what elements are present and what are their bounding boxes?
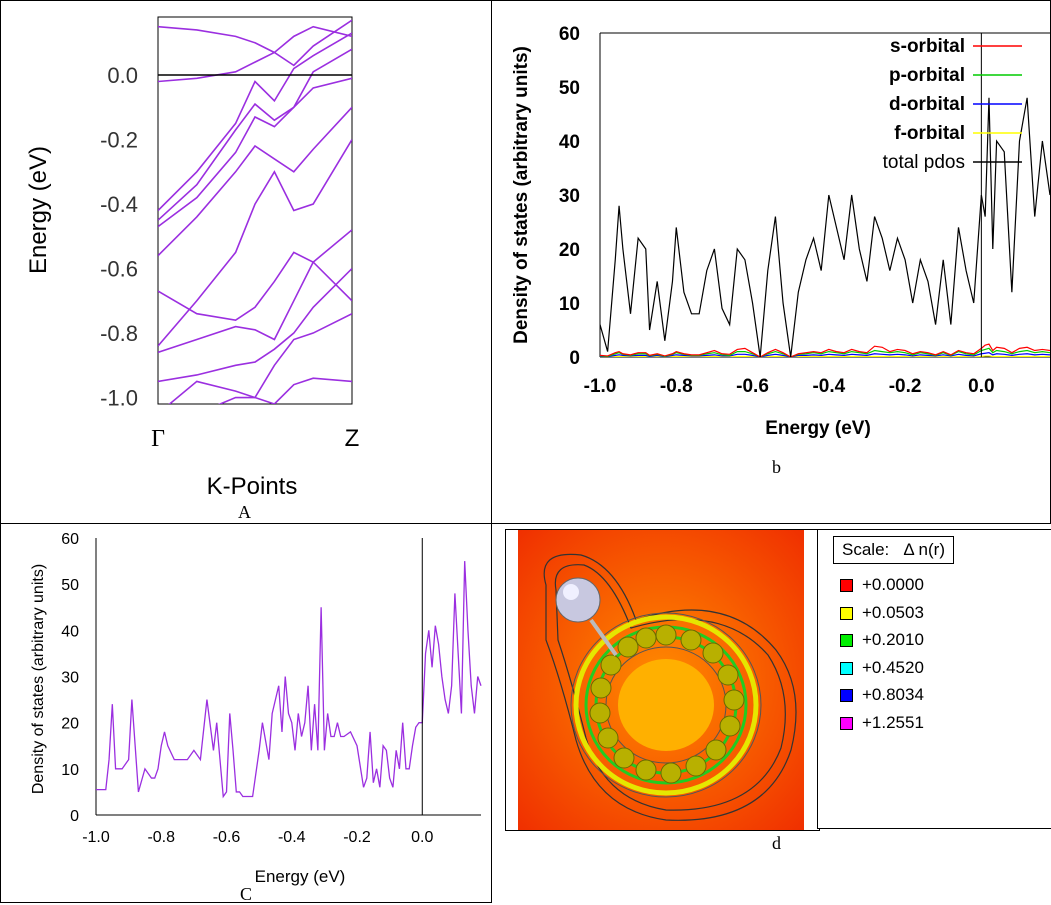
band-line xyxy=(158,77,352,228)
y-tick-label: 60 xyxy=(559,24,580,45)
series-line-s-orbital xyxy=(600,343,1050,357)
density-yellow-band xyxy=(573,614,759,796)
y-tick-label: 10 xyxy=(559,294,580,315)
y-tick-label: -1.0 xyxy=(100,386,138,411)
y-tick-label: 50 xyxy=(61,577,79,594)
band-line xyxy=(158,251,352,321)
band-line xyxy=(158,139,352,347)
series-line-total-pdos xyxy=(600,97,1050,357)
carbon-ring-atoms xyxy=(589,624,745,784)
density-ring-center xyxy=(618,659,714,751)
scale-value: +0.2010 xyxy=(862,630,924,649)
y-tick-label: -0.4 xyxy=(100,192,138,217)
series-line-d-orbital xyxy=(600,352,1050,357)
pdos-lines xyxy=(600,97,1050,357)
scale-swatch xyxy=(840,606,853,620)
caption-d: d xyxy=(772,833,781,853)
y-tick-label: 10 xyxy=(61,762,79,779)
band-line xyxy=(158,267,352,383)
panel-d-frame xyxy=(491,523,1051,903)
legend-label: total pdos xyxy=(883,152,965,173)
x-axis-label: K-Points xyxy=(207,473,298,500)
y-tick-label: 40 xyxy=(559,132,580,153)
legend-label: p-orbital xyxy=(889,65,965,86)
x-tick-label: -0.2 xyxy=(889,376,922,397)
y-axis-label: Density of states (arbitrary units) xyxy=(30,564,47,794)
scale-value: +0.4520 xyxy=(862,657,924,677)
y-tick-label: 0 xyxy=(569,348,580,369)
pdos-total-line xyxy=(96,561,482,799)
x-tick-label: -0.6 xyxy=(736,376,769,397)
scale-swatch xyxy=(840,716,853,730)
y-axis-label: Density of states (arbitrary units) xyxy=(511,46,532,344)
band-line xyxy=(168,312,352,404)
x-tick-label: Z xyxy=(345,425,360,452)
x-tick-label: Γ xyxy=(151,426,165,452)
bands xyxy=(158,19,352,404)
scale-value: +0.0503 xyxy=(862,602,924,622)
scale-value: +0.0000 xyxy=(862,575,924,594)
scale-value: +1.2551 xyxy=(862,712,924,732)
y-tick-label: -0.6 xyxy=(100,257,138,282)
x-tick-label: -1.0 xyxy=(584,376,617,397)
x-tick-label: -0.2 xyxy=(343,829,371,846)
x-tick-label: 0.0 xyxy=(411,829,433,846)
legend-label: d-orbital xyxy=(889,94,965,115)
band-line xyxy=(158,106,352,257)
adatom xyxy=(555,577,601,623)
x-axis-label: Energy (eV) xyxy=(255,867,346,886)
density-contours xyxy=(543,553,797,821)
band-line xyxy=(158,32,352,212)
y-tick-label: 60 xyxy=(61,531,79,548)
y-tick-label: 30 xyxy=(61,670,79,687)
x-tick-label: -1.0 xyxy=(82,829,110,846)
scale-swatch xyxy=(840,634,853,647)
density-image xyxy=(518,530,804,830)
legend-label: f-orbital xyxy=(894,123,965,144)
y-tick-label: 0 xyxy=(70,808,79,825)
x-tick-label: -0.8 xyxy=(660,376,693,397)
caption-b: b xyxy=(772,457,781,477)
band-line xyxy=(158,25,352,83)
x-tick-label: -0.4 xyxy=(278,829,306,846)
y-tick-label: 20 xyxy=(559,240,580,261)
band-line xyxy=(158,19,352,67)
y-tick-label: 40 xyxy=(61,623,79,640)
adatom-highlight xyxy=(563,584,579,600)
scale-swatch xyxy=(840,689,853,702)
y-tick-label: -0.2 xyxy=(100,128,138,153)
bond xyxy=(589,618,618,657)
y-axis-label: Energy (eV) xyxy=(25,146,52,274)
y-tick-label: 30 xyxy=(559,186,580,207)
y-tick-label: 20 xyxy=(61,716,79,733)
charge-density-map xyxy=(505,529,820,831)
series-line-f-orbital xyxy=(600,355,1050,357)
band-line xyxy=(217,377,352,404)
legend-label: s-orbital xyxy=(890,36,965,57)
scale-legend: Scale: Δ n(r) +0.0000 +0.0503 +0.2010 +0.45… xyxy=(817,529,1051,829)
x-tick-label: -0.4 xyxy=(812,376,845,397)
x-tick-label: 0.0 xyxy=(968,376,994,397)
band-line xyxy=(158,229,352,354)
scale-swatch xyxy=(840,661,853,675)
scale-value: +0.8034 xyxy=(862,685,924,704)
scale-swatch xyxy=(840,579,853,592)
caption-c: C xyxy=(240,884,253,904)
x-axis-label: Energy (eV) xyxy=(765,418,871,439)
x-tick-label: -0.6 xyxy=(213,829,241,846)
caption-a: A xyxy=(238,502,251,522)
band-line xyxy=(158,48,352,221)
y-tick-label: 50 xyxy=(559,78,580,99)
y-tick-label: -0.8 xyxy=(100,321,138,346)
y-tick-label: 0.0 xyxy=(107,63,138,88)
scale-title: Scale: Δ n(r) xyxy=(833,536,954,564)
x-tick-label: -0.8 xyxy=(147,829,175,846)
